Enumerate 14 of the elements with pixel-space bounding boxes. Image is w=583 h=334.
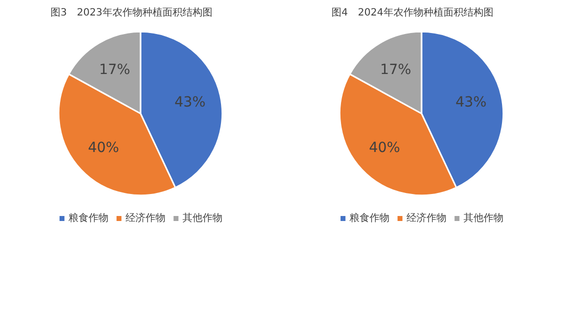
data-label: 43% bbox=[455, 94, 487, 110]
legend-label: 其他作物 bbox=[464, 212, 504, 225]
legend-label: 粮食作物 bbox=[350, 212, 390, 225]
chart-title: 图3 2023年农作物种植面积结构图 bbox=[50, 6, 212, 18]
data-label: 40% bbox=[88, 140, 120, 156]
legend-label: 经济作物 bbox=[126, 212, 166, 225]
legend-label: 其他作物 bbox=[182, 212, 222, 225]
data-label: 17% bbox=[380, 62, 412, 78]
legend-label: 粮食作物 bbox=[68, 212, 108, 225]
data-label: 40% bbox=[368, 140, 400, 156]
data-label: 17% bbox=[99, 62, 130, 78]
chart-title: 图4 2024年农作物种植面积结构图 bbox=[332, 6, 494, 18]
legend-label: 经济作物 bbox=[406, 212, 446, 225]
data-label: 43% bbox=[174, 94, 206, 110]
